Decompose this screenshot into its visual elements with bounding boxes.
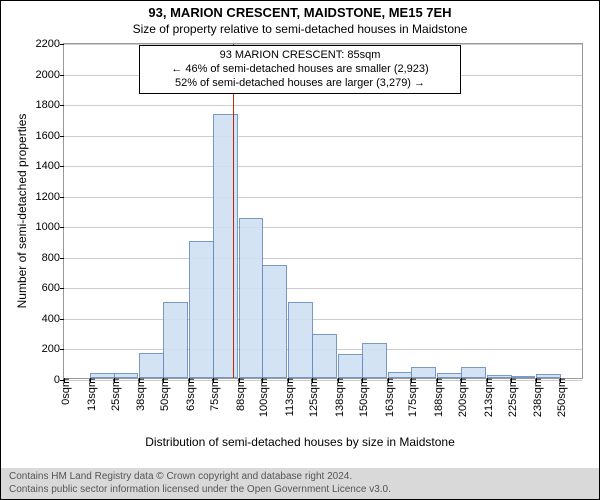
y-gridline [64, 105, 582, 106]
x-axis-title: Distribution of semi-detached houses by … [1, 435, 599, 449]
histogram-bar [411, 367, 436, 378]
y-tick-label: 1200 [36, 191, 64, 203]
histogram-bar [239, 218, 264, 378]
annotation-line-3: 52% of semi-detached houses are larger (… [146, 77, 454, 91]
x-tick-label: 38sqm [131, 378, 147, 411]
x-tick-label: 138sqm [330, 378, 346, 417]
annotation-box: 93 MARION CRESCENT: 85sqm ← 46% of semi-… [139, 45, 461, 94]
x-tick-label: 88sqm [231, 378, 247, 411]
footer-line-1: Contains HM Land Registry data © Crown c… [9, 471, 591, 484]
histogram-bar [362, 343, 387, 378]
y-tick-label: 2000 [36, 69, 64, 81]
histogram-bar [139, 353, 164, 378]
x-tick-label: 0sqm [56, 378, 72, 405]
x-tick-label: 225sqm [503, 378, 519, 417]
x-tick-label: 25sqm [106, 378, 122, 411]
y-tick-label: 1600 [36, 130, 64, 142]
x-tick-label: 125sqm [304, 378, 320, 417]
histogram-bar [312, 334, 337, 378]
y-tick-label: 1000 [36, 221, 64, 233]
footer: Contains HM Land Registry data © Crown c… [1, 468, 599, 499]
x-tick-label: 250sqm [552, 378, 568, 417]
histogram-bar [189, 241, 214, 378]
y-gridline [64, 258, 582, 259]
y-gridline [64, 136, 582, 137]
y-tick-label: 1400 [36, 160, 64, 172]
figure-container: { "title": { "text": "93, MARION CRESCEN… [0, 0, 600, 500]
y-gridline [64, 227, 582, 228]
y-gridline [64, 288, 582, 289]
y-tick-label: 200 [42, 343, 64, 355]
x-tick-label: 75sqm [205, 378, 221, 411]
x-tick-label: 213sqm [479, 378, 495, 417]
y-tick-label: 800 [42, 252, 64, 264]
x-tick-label: 63sqm [181, 378, 197, 411]
footer-line-2: Contains public sector information licen… [9, 484, 591, 497]
x-tick-label: 13sqm [82, 378, 98, 411]
histogram-bar [461, 367, 486, 378]
x-tick-label: 200sqm [453, 378, 469, 417]
histogram-bar [262, 265, 287, 378]
annotation-line-2: ← 46% of semi-detached houses are smalle… [146, 63, 454, 77]
y-axis-title: Number of semi-detached properties [15, 114, 29, 309]
x-tick-label: 113sqm [280, 378, 296, 416]
y-tick-label: 1800 [36, 99, 64, 111]
y-gridline [64, 197, 582, 198]
x-tick-label: 175sqm [403, 378, 419, 417]
histogram-bar [213, 114, 238, 378]
y-tick-label: 400 [42, 313, 64, 325]
x-tick-label: 50sqm [155, 378, 171, 411]
histogram-bar [288, 302, 313, 378]
x-tick-label: 163sqm [380, 378, 396, 417]
x-tick-label: 188sqm [429, 378, 445, 417]
x-tick-label: 100sqm [254, 378, 270, 417]
y-tick-label: 600 [42, 282, 64, 294]
y-gridline [64, 166, 582, 167]
x-tick-label: 150sqm [354, 378, 370, 417]
x-tick-label: 238sqm [528, 378, 544, 417]
histogram-bar [338, 354, 363, 378]
histogram-bar [163, 302, 188, 378]
y-tick-label: 2200 [36, 38, 64, 50]
annotation-line-1: 93 MARION CRESCENT: 85sqm [146, 49, 454, 63]
y-gridline [64, 319, 582, 320]
